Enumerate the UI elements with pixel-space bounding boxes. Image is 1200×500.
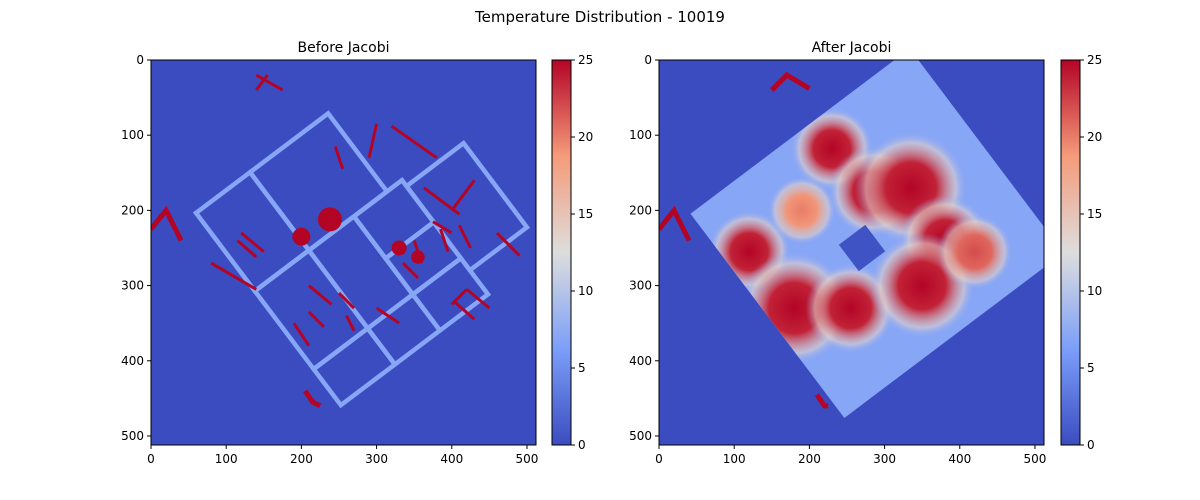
heat-source-segment — [450, 179, 476, 212]
room-wall — [403, 140, 531, 274]
heat-source-mark — [151, 205, 184, 242]
colorbar-tick-label: 5 — [578, 361, 586, 375]
y-tick-label: 0 — [644, 53, 652, 67]
panel-after-jacobi: After Jacobi 0 100 200 300 400 50001002003004… — [629, 40, 1102, 466]
y-tick-label: 300 — [121, 279, 144, 293]
heat-source-segment — [495, 231, 521, 257]
heatmap-before — [151, 60, 536, 445]
colorbar-tick-label: 20 — [578, 130, 593, 144]
heat-source-segment — [452, 299, 476, 321]
heat-source-segment — [236, 239, 258, 259]
heat-source-segment — [375, 306, 400, 325]
colorbar-tick-label: 20 — [1087, 130, 1102, 144]
y-tick-label: 400 — [629, 354, 652, 368]
colorbar-before: 0 5 10 15 20 25 — [551, 53, 593, 452]
figure-title: Temperature Distribution - 10019 — [474, 8, 725, 26]
colorbar-gradient — [1060, 59, 1081, 446]
heat-source-blob — [292, 227, 311, 246]
heat-source-mark — [814, 393, 829, 409]
x-tick-label: 300 — [365, 452, 388, 466]
heat-source-blob — [411, 250, 425, 264]
heat-source-segment — [240, 231, 265, 253]
heat-source-segment — [292, 322, 311, 347]
x-tick-label: 200 — [290, 452, 313, 466]
colorbar-tick-label: 25 — [578, 53, 593, 67]
heat-source-segment — [439, 228, 450, 253]
heat-source-segment — [432, 220, 453, 235]
y-tick-label: 100 — [121, 128, 144, 142]
colorbar-after: 0 5 10 15 20 25 — [1060, 53, 1102, 452]
heat-region — [937, 214, 1013, 290]
colorbar-tick-label: 0 — [1087, 438, 1095, 452]
heat-source-mark — [659, 205, 692, 242]
heat-source-segment — [390, 124, 438, 159]
heat-source-mark — [303, 389, 322, 409]
x-tick-label: 200 — [798, 452, 821, 466]
heat-source-segment — [345, 314, 356, 332]
colorbar-tick-label: 25 — [1087, 53, 1102, 67]
y-tick-label: 400 — [121, 354, 144, 368]
colorbar-tick-label: 10 — [578, 284, 593, 298]
plot-frame — [150, 59, 537, 446]
heat-source-segment — [333, 146, 345, 170]
colorbar-tick-label: 0 — [578, 438, 586, 452]
room-wall — [409, 255, 492, 334]
x-tick-label: 500 — [516, 452, 539, 466]
colorbar-tick-label: 15 — [578, 207, 593, 221]
x-tick-label: 500 — [1024, 452, 1047, 466]
x-tick-label: 300 — [873, 452, 896, 466]
cold-region — [838, 224, 886, 272]
x-tick-label: 400 — [440, 452, 463, 466]
x-tick-label: 0 — [147, 452, 155, 466]
heat-source-segment — [401, 261, 420, 280]
y-tick-label: 100 — [629, 128, 652, 142]
heat-source-segment — [367, 123, 379, 159]
panel-before-jacobi: Before Jacobi 0 100 200 300 400 5000100200300… — [121, 40, 593, 466]
y-tick-label: 300 — [629, 279, 652, 293]
y-tick-label: 200 — [121, 203, 144, 217]
y-tick-label: 0 — [136, 53, 144, 67]
heat-source-segment — [255, 74, 269, 91]
building — [192, 110, 531, 409]
heat-source-segment — [210, 261, 258, 291]
heat-source-segment — [307, 284, 333, 306]
background — [151, 60, 536, 445]
heat-source-segment — [457, 224, 472, 249]
x-tick-label: 0 — [655, 452, 663, 466]
plot-frame — [658, 59, 1045, 446]
heat-source-blob — [317, 207, 342, 232]
x-tick-label: 400 — [948, 452, 971, 466]
heat-source-blob — [391, 240, 407, 256]
heat-region — [768, 176, 836, 245]
colorbar-tick-label: 10 — [1087, 284, 1102, 298]
x-tick-label: 100 — [723, 452, 746, 466]
x-tick-label: 100 — [215, 452, 238, 466]
heatmap-after — [659, 60, 1044, 445]
y-tick-label: 500 — [629, 429, 652, 443]
heat-source-mark — [770, 71, 811, 92]
panel-title-before: Before Jacobi — [298, 40, 390, 56]
y-tick-label: 500 — [121, 429, 144, 443]
heat-source-segment — [465, 288, 491, 310]
heat-source-segment — [337, 292, 356, 310]
colorbar-tick-label: 15 — [1087, 207, 1102, 221]
heat-source-segment — [255, 73, 284, 92]
heat-source-segment — [307, 310, 326, 329]
y-tick-label: 200 — [629, 203, 652, 217]
panel-title-after: After Jacobi — [812, 40, 892, 56]
colorbar-tick-label: 5 — [1087, 361, 1095, 375]
colorbar-gradient — [551, 59, 572, 446]
